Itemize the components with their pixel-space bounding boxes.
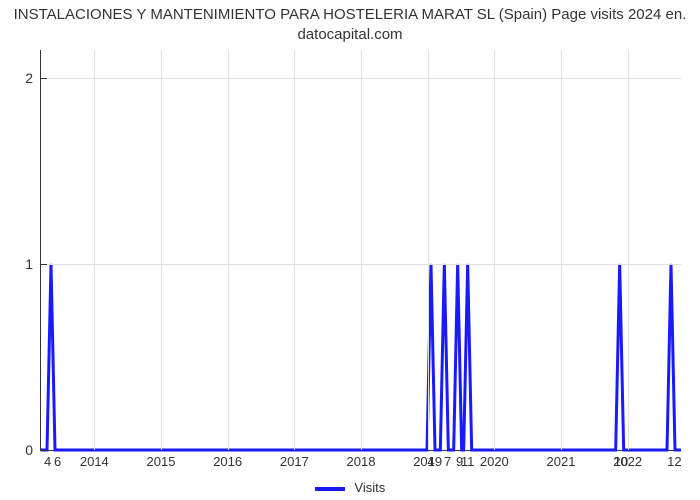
x-sub-label: 6 bbox=[54, 454, 61, 469]
y-tick-label: 0 bbox=[25, 442, 33, 458]
x-tick-label: 2016 bbox=[213, 454, 242, 469]
gridline-v bbox=[294, 50, 295, 450]
gridline-h bbox=[41, 78, 681, 79]
y-tick bbox=[41, 264, 47, 265]
x-tick-label: 2018 bbox=[347, 454, 376, 469]
legend-label: Visits bbox=[354, 480, 385, 495]
gridline-v bbox=[561, 50, 562, 450]
x-sub-label: 12 bbox=[667, 454, 681, 469]
x-sub-label: 11 bbox=[461, 454, 475, 469]
y-tick bbox=[41, 78, 47, 79]
chart-title: INSTALACIONES Y MANTENIMIENTO PARA HOSTE… bbox=[0, 5, 700, 44]
chart-title-line1: INSTALACIONES Y MANTENIMIENTO PARA HOSTE… bbox=[14, 6, 687, 23]
plot-area: 2014201520162017201820192020202120220124… bbox=[40, 50, 681, 451]
x-sub-label: 4 bbox=[44, 454, 51, 469]
x-tick-label: 2015 bbox=[147, 454, 176, 469]
legend: Visits bbox=[0, 480, 700, 495]
gridline-v bbox=[628, 50, 629, 450]
x-sub-label: 10 bbox=[614, 454, 628, 469]
chart-title-line2: datocapital.com bbox=[297, 26, 402, 43]
gridline-v bbox=[428, 50, 429, 450]
x-tick-label: 2020 bbox=[480, 454, 509, 469]
gridline-v bbox=[361, 50, 362, 450]
x-sub-label: 4 bbox=[427, 454, 434, 469]
chart-container: INSTALACIONES Y MANTENIMIENTO PARA HOSTE… bbox=[0, 0, 700, 500]
gridline-v bbox=[228, 50, 229, 450]
x-tick-label: 2017 bbox=[280, 454, 309, 469]
x-tick-label: 2021 bbox=[547, 454, 576, 469]
x-tick-label: 2014 bbox=[80, 454, 109, 469]
y-tick-label: 1 bbox=[25, 256, 33, 272]
y-tick-label: 2 bbox=[25, 70, 33, 86]
legend-swatch bbox=[315, 487, 345, 491]
gridline-v bbox=[161, 50, 162, 450]
gridline-v bbox=[494, 50, 495, 450]
y-tick bbox=[41, 450, 47, 451]
x-sub-label: 7 bbox=[444, 454, 451, 469]
gridline-h bbox=[41, 264, 681, 265]
gridline-v bbox=[94, 50, 95, 450]
